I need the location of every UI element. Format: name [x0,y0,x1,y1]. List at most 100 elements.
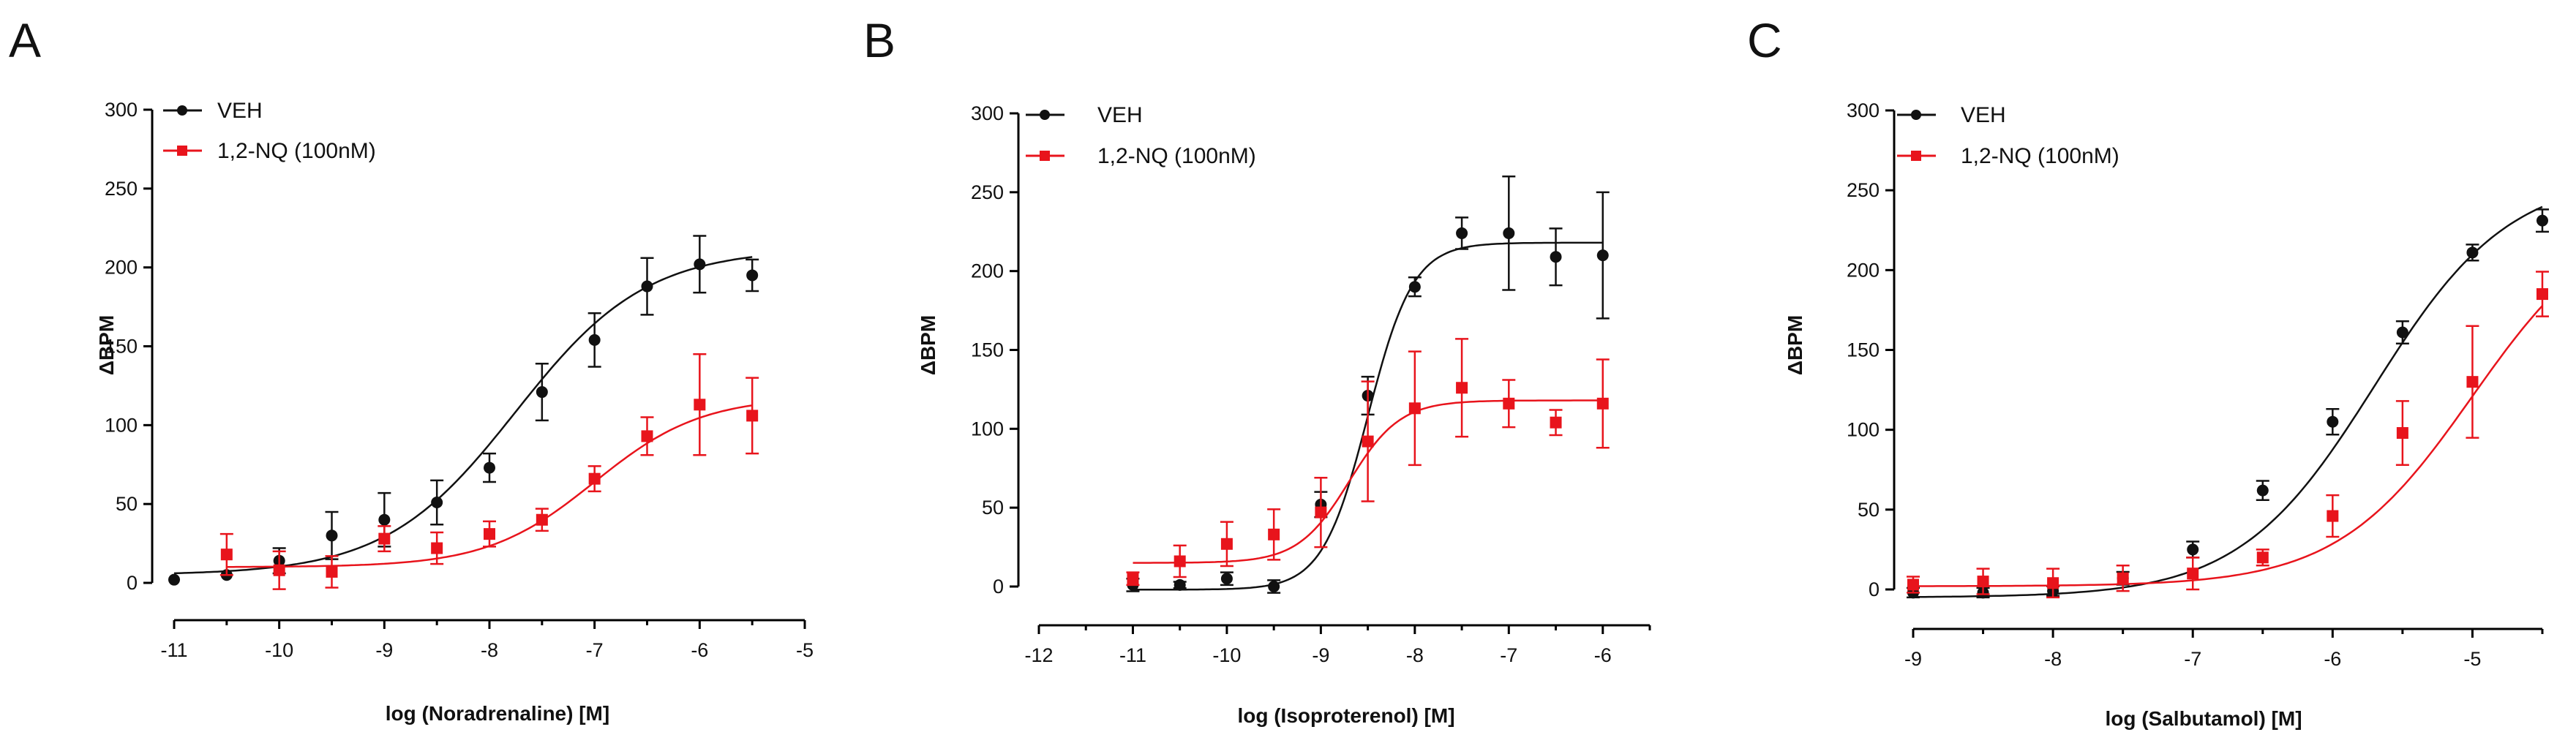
panel-b: B ΔBPM log (Isoproterenol) [M] VEH 1,2-N… [863,13,1651,727]
y-tick-label: 200 [1847,259,1880,281]
data-point-veh [746,269,759,282]
y-tick-label: 250 [1847,179,1880,201]
legend: VEH 1,2-NQ (100nM) [163,99,376,163]
x-tick-label: -6 [691,639,708,661]
y-tick-label: 0 [993,576,1004,597]
data-point-veh [641,280,653,293]
x-tick-label: -9 [1904,648,1922,670]
x-axis-title: log (Isoproterenol) [M] [1237,704,1454,727]
data-point-nq [2047,577,2059,589]
data-point-nq [641,430,653,442]
y-tick-label: 300 [971,102,1004,124]
y-tick-label: 0 [1869,578,1880,600]
data-point-nq [431,542,443,554]
panel-letter: C [1747,13,1782,67]
data-point-veh [326,529,338,542]
data-point-nq [2396,427,2408,440]
data-point-veh [1220,573,1233,585]
data-point-nq [694,399,706,411]
x-tick-label: -9 [375,639,393,661]
data-point-nq [746,410,759,422]
data-point-veh [1174,578,1186,591]
x-axis-title: log (Noradrenaline) [M] [386,702,609,725]
data-point-veh [1550,251,1562,263]
data-point-nq [2327,510,2339,522]
data-point-nq [273,564,285,576]
x-tick-label: -10 [265,639,293,661]
legend-marker-nq [1911,151,1921,161]
y-tick-label: 200 [105,257,138,279]
legend-label-veh: VEH [1961,103,2006,127]
y-tick-label: 150 [1847,339,1880,361]
fit-curve-veh [1913,206,2543,598]
legend-label-veh: VEH [217,99,263,123]
y-tick-label: 200 [971,260,1004,282]
y-axis-title: ΔBPM [95,315,118,375]
data-point-veh [588,333,601,346]
y-axis-title: ΔBPM [917,315,939,375]
data-point-nq [326,565,338,578]
x-tick-label: -9 [1312,644,1329,666]
data-point-nq [1268,528,1280,540]
x-axis-title: log (Salbutamol) [M] [2105,707,2302,730]
fit-curve-veh [173,256,753,575]
data-point-nq [536,513,548,526]
data-point-nq [1596,397,1609,410]
y-tick-label: 250 [971,181,1004,203]
x-tick-label: -8 [1406,644,1424,666]
y-tick-label: 100 [105,414,138,436]
data-point-nq [1907,578,1919,591]
data-point-nq [1503,397,1515,410]
data-point-nq [2536,288,2548,301]
panel-a: A ΔBPM log (Noradrenaline) [M] VEH 1,2-N… [9,13,814,725]
x-tick-label: -6 [2324,648,2341,670]
y-tick-label: 300 [105,99,138,121]
data-point-veh [484,461,495,474]
x-tick-label: -5 [796,639,814,661]
x-tick-label: -7 [2184,648,2201,670]
legend: VEH 1,2-NQ (100nM) [1897,103,2119,168]
legend-marker-veh [1911,110,1921,120]
data-point-veh [1268,581,1280,592]
legend-label-nq: 1,2-NQ (100nM) [1097,144,1256,168]
x-tick-label: -8 [2044,648,2062,670]
data-point-nq [1362,435,1374,448]
y-tick-label: 150 [105,336,138,358]
legend-label-veh: VEH [1097,103,1143,127]
x-tick-label: -7 [1500,644,1517,666]
data-point-nq [2187,568,2199,580]
data-point-nq [1456,382,1468,394]
data-point-veh [2256,484,2269,497]
x-tick-label: -12 [1024,644,1053,666]
data-point-nq [378,532,391,545]
data-point-nq [2117,572,2129,584]
data-point-nq [2466,376,2479,388]
data-point-veh [1408,281,1421,293]
x-tick-label: -6 [1594,644,1612,666]
data-point-veh [694,258,706,271]
data-point-veh [1596,249,1609,262]
x-tick-label: -10 [1212,644,1241,666]
y-tick-label: 100 [1847,419,1880,441]
data-point-veh [2187,543,2199,556]
y-tick-label: 0 [127,572,138,594]
panel-letter: A [9,13,41,67]
legend-label-nq: 1,2-NQ (100nM) [217,139,376,163]
data-point-veh [2466,246,2479,259]
data-point-nq [484,528,495,540]
y-axis-title: ΔBPM [1784,315,1806,375]
panel-c: C ΔBPM log (Salbutamol) [M] VEH 1,2-NQ (… [1747,13,2549,730]
data-point-nq [1315,506,1327,519]
y-tick-label: 50 [982,497,1004,519]
data-point-nq [1977,576,1989,588]
y-tick-label: 50 [1858,499,1880,521]
legend-marker-veh [177,105,187,116]
data-point-veh [2396,326,2408,339]
y-tick-label: 150 [971,339,1004,361]
data-point-veh [2327,415,2339,428]
data-point-nq [1174,555,1186,568]
data-point-veh [1456,227,1468,239]
data-point-veh [431,497,443,509]
x-tick-label: -11 [1119,644,1146,666]
